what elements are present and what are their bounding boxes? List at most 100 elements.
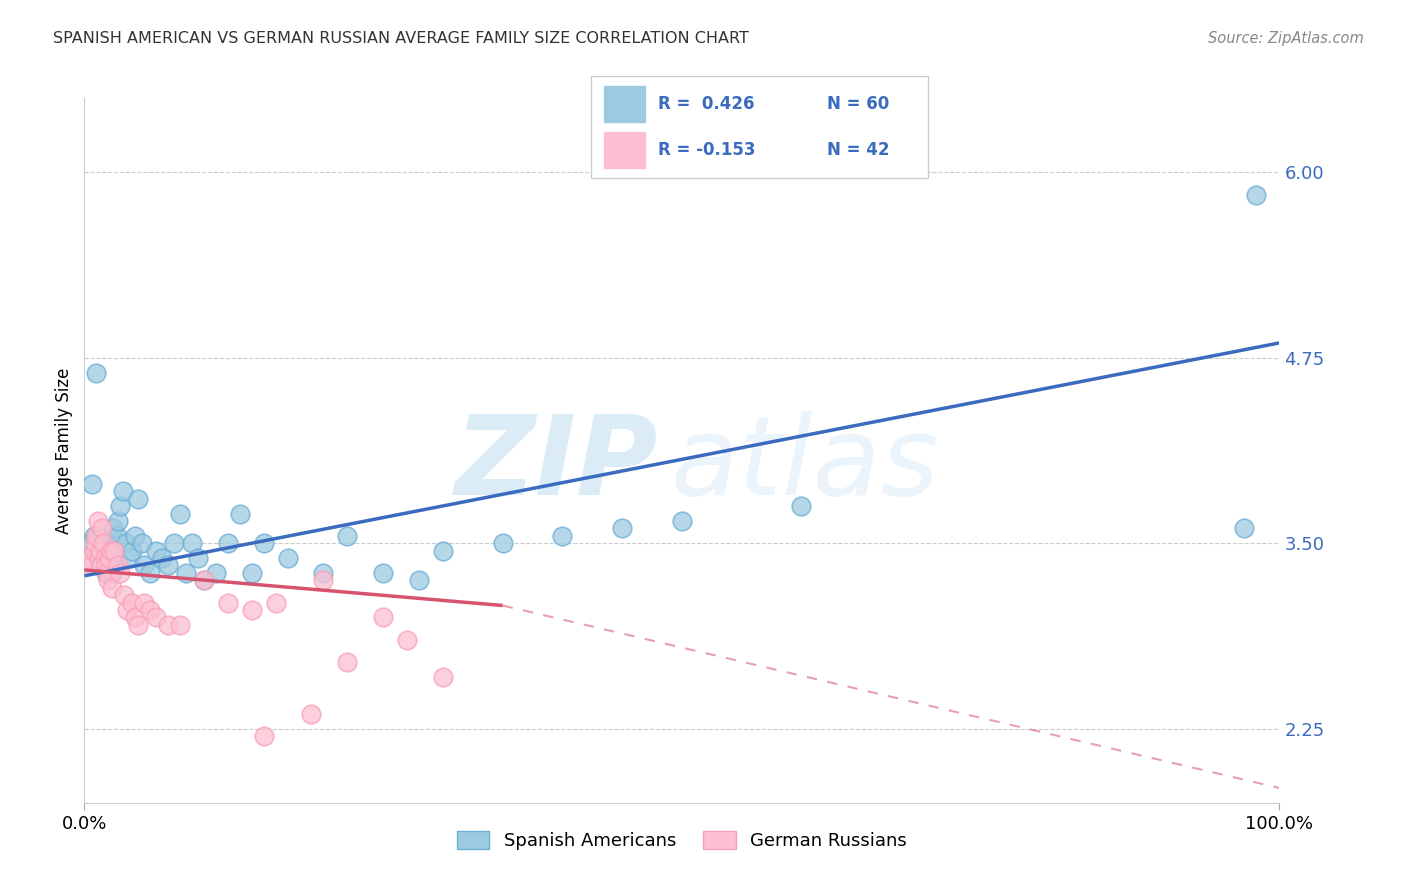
Text: atlas: atlas xyxy=(671,411,939,518)
Point xyxy=(432,543,454,558)
Point xyxy=(94,558,117,573)
Point xyxy=(121,543,143,558)
Point xyxy=(86,366,108,380)
Point xyxy=(127,491,149,506)
Point xyxy=(111,484,134,499)
Point xyxy=(174,566,197,580)
Text: R = -0.153: R = -0.153 xyxy=(658,141,755,159)
Point xyxy=(229,507,252,521)
Point xyxy=(98,558,121,573)
Point xyxy=(432,670,454,684)
Point xyxy=(217,595,239,609)
Point xyxy=(408,574,430,588)
Point xyxy=(86,529,108,543)
Point xyxy=(93,536,115,550)
Point xyxy=(101,581,124,595)
Point xyxy=(89,558,111,573)
Point xyxy=(93,558,115,573)
Point xyxy=(492,536,515,550)
Point xyxy=(157,558,180,573)
Point xyxy=(93,551,115,566)
Text: ZIP: ZIP xyxy=(454,411,658,518)
Point xyxy=(139,566,162,580)
Point xyxy=(181,536,204,550)
Point xyxy=(103,543,125,558)
Point xyxy=(112,588,135,602)
Point xyxy=(124,529,146,543)
Point xyxy=(80,476,103,491)
Point xyxy=(205,566,228,580)
Point xyxy=(84,543,107,558)
Point xyxy=(84,536,107,550)
Legend: Spanish Americans, German Russians: Spanish Americans, German Russians xyxy=(450,823,914,857)
Point xyxy=(124,610,146,624)
Point xyxy=(193,574,215,588)
Point xyxy=(80,558,103,573)
Point xyxy=(77,551,100,566)
Point xyxy=(118,551,141,566)
Point xyxy=(89,543,111,558)
Point xyxy=(240,603,263,617)
Text: R =  0.426: R = 0.426 xyxy=(658,95,755,112)
Text: Source: ZipAtlas.com: Source: ZipAtlas.com xyxy=(1208,31,1364,46)
Point xyxy=(110,499,132,513)
Bar xyxy=(605,87,644,122)
Point xyxy=(101,521,124,535)
Point xyxy=(312,566,335,580)
Point xyxy=(193,574,215,588)
Point xyxy=(277,551,299,566)
Point xyxy=(86,551,108,566)
Point xyxy=(83,543,105,558)
Point xyxy=(336,529,359,543)
Point xyxy=(373,610,395,624)
Point xyxy=(77,536,100,550)
Point xyxy=(1244,187,1267,202)
Point xyxy=(91,521,114,535)
Point xyxy=(104,558,127,573)
Point xyxy=(90,536,112,550)
Point xyxy=(253,536,276,550)
Point xyxy=(150,551,173,566)
Point xyxy=(96,566,118,580)
Point xyxy=(83,529,105,543)
Point xyxy=(1233,521,1256,535)
Point xyxy=(132,558,156,573)
Point xyxy=(301,706,323,721)
Point xyxy=(163,536,186,550)
Point xyxy=(100,551,122,566)
Point xyxy=(157,617,180,632)
Point xyxy=(336,655,359,669)
Point xyxy=(86,514,108,528)
Point xyxy=(105,529,128,543)
Point xyxy=(98,551,121,566)
Point xyxy=(87,529,110,543)
Point xyxy=(87,551,110,566)
Point xyxy=(253,729,276,743)
Point xyxy=(90,558,112,573)
Point xyxy=(790,499,813,513)
Point xyxy=(217,536,239,550)
Point xyxy=(240,566,263,580)
Point xyxy=(115,536,138,550)
Point xyxy=(110,566,132,580)
Bar xyxy=(605,132,644,168)
Point xyxy=(132,595,156,609)
Text: N = 42: N = 42 xyxy=(827,141,889,159)
Point xyxy=(121,595,143,609)
Point xyxy=(139,603,162,617)
Text: SPANISH AMERICAN VS GERMAN RUSSIAN AVERAGE FAMILY SIZE CORRELATION CHART: SPANISH AMERICAN VS GERMAN RUSSIAN AVERA… xyxy=(53,31,749,46)
Point xyxy=(117,603,139,617)
Point xyxy=(101,566,124,580)
Point xyxy=(551,529,574,543)
Point xyxy=(97,543,120,558)
Point xyxy=(91,543,114,558)
Point xyxy=(671,514,693,528)
Point xyxy=(127,617,149,632)
Point xyxy=(612,521,634,535)
Point xyxy=(103,543,125,558)
Point xyxy=(312,574,335,588)
Point xyxy=(169,507,191,521)
Point xyxy=(145,610,167,624)
Point xyxy=(131,536,153,550)
Point xyxy=(100,543,122,558)
